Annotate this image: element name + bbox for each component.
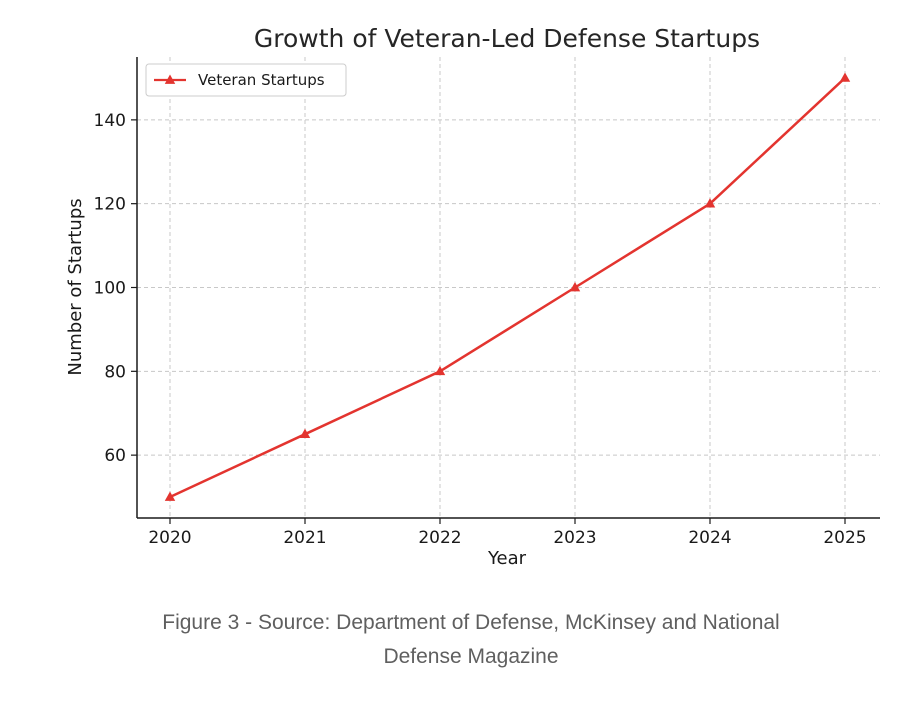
- y-tick-label: 140: [94, 111, 126, 131]
- grid: [137, 57, 880, 518]
- y-tick-label: 60: [104, 446, 126, 466]
- x-tick-label: 2022: [418, 528, 461, 548]
- x-tick-label: 2021: [283, 528, 326, 548]
- series-line: [169, 77, 846, 499]
- caption-line-1: Figure 3 - Source: Department of Defense…: [162, 611, 780, 634]
- data-point-marker: [569, 282, 581, 292]
- chart-title: Growth of Veteran-Led Defense Startups: [254, 24, 760, 53]
- caption-line-2: Defense Magazine: [383, 645, 559, 668]
- data-point-marker: [164, 491, 176, 501]
- y-axis-label: Number of Startups: [65, 198, 86, 375]
- tick-labels: 2020 2021 2022 2023 2024 2025 60 80 100 120 140: [94, 111, 867, 548]
- y-tick-label: 120: [94, 195, 126, 215]
- data-point-marker: [704, 198, 716, 208]
- axes: [131, 57, 880, 524]
- data-point-marker: [434, 365, 446, 376]
- x-tick-label: 2020: [148, 528, 191, 548]
- x-axis-label: Year: [487, 548, 527, 569]
- line-chart: Growth of Veteran-Led Defense Startups 2…: [65, 24, 880, 569]
- y-tick-label: 80: [104, 362, 126, 382]
- x-tick-label: 2024: [688, 528, 731, 548]
- legend-triangle-marker: [164, 74, 176, 84]
- legend-label: Veteran Startups: [198, 71, 325, 89]
- figure-caption: Figure 3 - Source: Department of Defense…: [60, 606, 882, 674]
- data-point-marker: [839, 72, 851, 82]
- x-tick-label: 2025: [823, 528, 866, 548]
- x-tick-label: 2023: [553, 528, 596, 548]
- data-point-marker: [299, 428, 311, 439]
- legend: Veteran Startups: [145, 63, 347, 97]
- y-tick-label: 100: [94, 279, 126, 299]
- series: [164, 72, 851, 501]
- legend-frame: [145, 63, 347, 97]
